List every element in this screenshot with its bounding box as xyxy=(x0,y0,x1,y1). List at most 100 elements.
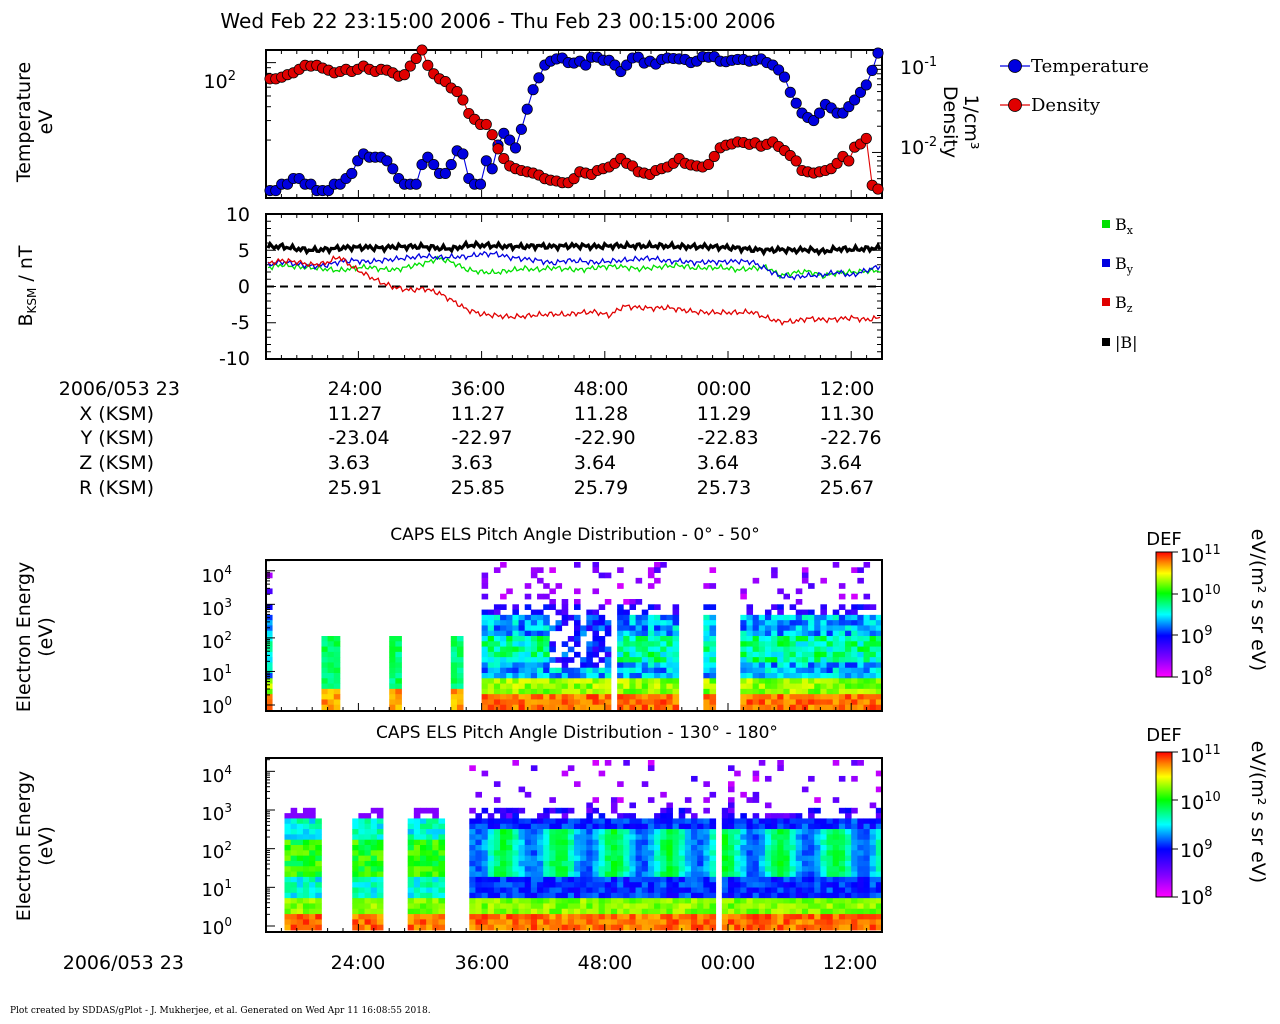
ephemeris-value: 3.63 xyxy=(451,452,493,474)
spectrogram-cell xyxy=(789,855,797,862)
spectrogram-cell xyxy=(728,839,735,846)
spectrogram-cell xyxy=(524,593,532,600)
spectrogram-cell xyxy=(549,699,556,706)
spectrogram-cell xyxy=(481,818,489,825)
spectrogram-cell xyxy=(500,625,507,632)
spectrogram-cell xyxy=(518,678,526,684)
spectrogram-cell xyxy=(789,614,797,621)
spectrogram-cell xyxy=(869,688,877,695)
spectrogram-cell xyxy=(518,829,526,835)
spectrogram-cell xyxy=(801,887,809,894)
spectrogram-cell xyxy=(832,662,840,669)
spectrogram-cell xyxy=(826,919,834,926)
spectrogram-cell xyxy=(592,662,600,669)
spectrogram-cell xyxy=(506,818,513,825)
bottom-axis-time-3: 00:00 xyxy=(701,952,756,974)
spectrogram-cell xyxy=(654,813,661,819)
spectrogram-cell xyxy=(672,892,680,899)
spectrogram-cell xyxy=(506,699,513,706)
els2-colorbar-tick-label: 108 xyxy=(1180,885,1212,909)
spectrogram-cell xyxy=(666,887,673,894)
spectrogram-cell xyxy=(518,845,526,851)
spectrogram-cell xyxy=(740,651,747,658)
spectrogram-cell xyxy=(863,887,871,894)
spectrogram-cell xyxy=(543,818,550,825)
spectrogram-cell xyxy=(728,866,735,872)
spectrogram-cell xyxy=(672,887,680,894)
spectrogram-cell xyxy=(832,908,840,915)
spectrogram-cell xyxy=(432,876,439,883)
spectrogram-cell xyxy=(592,694,600,700)
spectrogram-cell xyxy=(752,683,760,690)
spectrogram-cell xyxy=(808,818,815,825)
spectrogram-cell xyxy=(764,850,772,857)
spectrogram-cell xyxy=(561,807,569,814)
spectrogram-cell xyxy=(635,860,643,867)
spectrogram-cell xyxy=(826,882,834,888)
spectrogram-cell xyxy=(456,657,464,663)
spectrogram-cell xyxy=(629,657,636,663)
spectrogram-cell xyxy=(567,667,575,674)
spectrogram-cell xyxy=(518,919,526,926)
spectrogram-cell xyxy=(370,839,378,846)
spectrogram-cell xyxy=(530,630,538,637)
spectrogram-cell xyxy=(666,839,673,846)
spectrogram-cell xyxy=(771,914,778,920)
spectrogram-cell xyxy=(586,609,593,616)
spectrogram-cell xyxy=(721,871,729,878)
spectrogram-cell xyxy=(543,914,550,920)
spectrogram-cell xyxy=(574,898,581,904)
spectrogram-cell xyxy=(795,630,803,637)
spectrogram-cell xyxy=(586,673,593,679)
spectrogram-cell xyxy=(481,845,489,851)
spectrogram-cell xyxy=(493,657,501,663)
spectrogram-cell xyxy=(426,834,433,841)
spectrogram-cell xyxy=(574,651,581,658)
spectrogram-cell xyxy=(641,850,649,857)
spectrogram-cell xyxy=(691,860,698,867)
spectrogram-cell xyxy=(869,855,877,862)
spectrogram-cell xyxy=(537,860,544,867)
spectrogram-cell xyxy=(758,614,766,621)
spectrogram-cell xyxy=(703,641,710,647)
spectrogram-cell xyxy=(617,834,624,841)
spectrogram-cell xyxy=(364,876,372,883)
spectrogram-cell xyxy=(586,667,593,674)
spectrogram-cell xyxy=(771,924,778,931)
spectrogram-cell xyxy=(543,657,550,663)
spectrogram-cell xyxy=(777,604,784,610)
spectrogram-cell xyxy=(610,850,618,857)
spectrogram-cell xyxy=(709,860,717,867)
spectrogram-cell xyxy=(746,797,754,803)
spectrogram-cell xyxy=(610,860,618,867)
spectrogram-cell xyxy=(555,818,563,825)
spectrogram-cell xyxy=(660,630,667,637)
spectrogram-cell xyxy=(598,614,606,621)
spectrogram-cell xyxy=(666,641,673,647)
spectrogram-cell xyxy=(426,908,433,915)
spectrogram-cell xyxy=(771,882,778,888)
spectrogram-cell xyxy=(493,903,501,910)
spectrogram-cell xyxy=(845,845,852,851)
spectrogram-cell xyxy=(592,919,600,926)
spectrogram-cell xyxy=(567,834,575,841)
spectrogram-cell xyxy=(530,614,538,621)
spectrogram-cell xyxy=(771,688,778,695)
spectrogram-cell xyxy=(672,646,680,653)
spectrogram-cell xyxy=(752,914,760,920)
spectrogram-cell xyxy=(740,588,747,595)
spectrogram-cell xyxy=(543,673,550,679)
spectrogram-cell xyxy=(574,903,581,910)
spectrogram-cell xyxy=(567,887,575,894)
spectrogram-cell xyxy=(450,646,458,653)
spectrogram-cell xyxy=(352,839,359,846)
spectrogram-cell xyxy=(641,924,649,931)
spectrogram-cell xyxy=(420,834,427,841)
spectrogram-cell xyxy=(845,818,852,825)
spectrogram-cell xyxy=(678,839,686,846)
spectrogram-cell xyxy=(327,683,335,690)
spectrogram-cell xyxy=(709,583,717,589)
spectrogram-cell xyxy=(771,876,778,883)
legend-temperature-label: Temperature xyxy=(1031,56,1149,77)
spectrogram-cell xyxy=(764,651,772,658)
